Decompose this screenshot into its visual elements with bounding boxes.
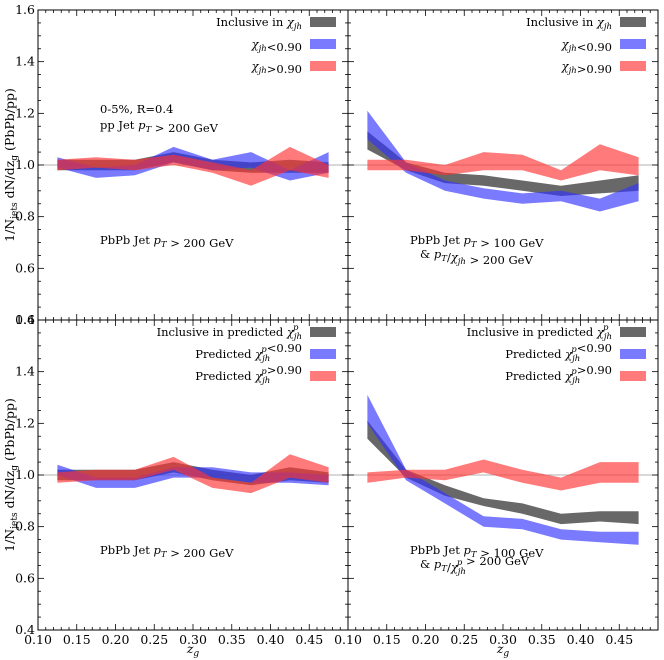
legend-swatch-high <box>620 371 646 381</box>
legend-swatch-inclusive <box>310 17 336 27</box>
legend-label-inclusive: Inclusive in χjh <box>216 15 302 32</box>
ylabel-top: 1/Njets dN/dzg (PbPb/pp) <box>2 88 20 242</box>
x-tick-label: 0.20 <box>102 632 130 647</box>
y-tick-label: 1.6 <box>15 312 35 327</box>
x-tick-label: 0.35 <box>218 632 246 647</box>
x-tick-label: 0.35 <box>528 632 556 647</box>
x-tick-label: 0.45 <box>605 632 633 647</box>
y-tick-label: 1.0 <box>15 467 35 482</box>
x-tick-label: 0.45 <box>295 632 323 647</box>
legend-label-high: Predicted χjhp>0.90 <box>505 363 612 386</box>
y-tick-label: 0.4 <box>15 622 35 637</box>
label-ratio-cut: & pT/χjhp > 200 GeV <box>420 554 530 577</box>
y-tick-label: 0.6 <box>15 260 35 275</box>
band-low <box>367 110 639 212</box>
panel-top-right: Inclusive in χjh χjh<0.90 χjh>0.90 PbPb Jet… <box>347 9 659 321</box>
legend-label-low: Predicted χjhp<0.90 <box>505 341 612 364</box>
legend-label-high: χjh>0.90 <box>251 59 302 76</box>
x-tick-label: 0.25 <box>140 632 168 647</box>
y-tick-label: 0.8 <box>15 519 35 534</box>
legend-swatch-inclusive <box>310 327 336 337</box>
x-tick-label: 0.40 <box>257 632 285 647</box>
x-tick-label: 0.10 <box>24 632 52 647</box>
band-inclusive <box>367 420 639 525</box>
x-tick-label: 0.30 <box>489 632 517 647</box>
label-pbpb-cut: PbPb Jet pT > 200 GeV <box>100 543 234 560</box>
x-tick-label: 0.20 <box>412 632 440 647</box>
y-tick-label: 1.4 <box>15 54 35 69</box>
label-centrality: 0-5%, R=0.4 <box>100 102 173 116</box>
label-pp-cut: pp Jet pT > 200 GeV <box>100 118 219 135</box>
x-tick-label: 0.15 <box>63 632 91 647</box>
label-pbpb-cut: PbPb Jet pT > 200 GeV <box>100 233 234 250</box>
legend-label-high: χjh>0.90 <box>561 59 612 76</box>
y-tick-label: 0.8 <box>15 209 35 224</box>
panel-bottom-left: 0.4 0.6 0.8 1.0 1.2 1.4 1.6 0.10 0.15 0.20 0.25 0.3… <box>15 312 349 647</box>
legend-swatch-high <box>310 371 336 381</box>
legend-swatch-high <box>310 61 336 71</box>
x-tick-label: 0.10 <box>334 632 362 647</box>
band-high <box>57 146 329 186</box>
legend-label-low: χjh<0.90 <box>251 37 302 54</box>
x-tick-label: 0.40 <box>567 632 595 647</box>
band-high <box>367 459 639 491</box>
y-tick-label: 1.6 <box>15 2 35 17</box>
x-tick-label: 0.30 <box>179 632 207 647</box>
y-tick-label: 1.0 <box>15 157 35 172</box>
label-pbpb-cut: PbPb Jet pT > 100 GeV <box>410 233 544 250</box>
y-tick-label: 0.4 <box>15 312 35 327</box>
y-tick-label: 1.2 <box>15 105 35 120</box>
y-tick-label: 1.4 <box>15 364 35 379</box>
legend-swatch-low <box>620 349 646 359</box>
label-pbpb-cut: PbPb Jet pT > 100 GeV <box>410 543 544 560</box>
legend-label-inclusive: Inclusive in predicted χjhp <box>157 323 302 342</box>
legend-swatch-low <box>310 39 336 49</box>
panel-bottom-right: 0.10 0.15 0.20 0.25 0.30 0.35 0.40 0.45 Inclusiv… <box>334 319 659 647</box>
legend-swatch-inclusive <box>620 17 646 27</box>
band-high <box>57 454 329 494</box>
legend-label-high: Predicted χjhp>0.90 <box>195 363 302 386</box>
x-tick-label: 0.15 <box>373 632 401 647</box>
legend-swatch-low <box>620 39 646 49</box>
legend-label-inclusive: Inclusive in χjh <box>526 15 612 32</box>
legend-label-low: Predicted χjhp<0.90 <box>195 341 302 364</box>
legend-swatch-low <box>310 349 336 359</box>
legend-swatch-inclusive <box>620 327 646 337</box>
y-tick-label: 1.2 <box>15 415 35 430</box>
y-tick-label: 0.6 <box>15 570 35 585</box>
legend-swatch-high <box>620 61 646 71</box>
panel-top-left: 0.4 0.6 0.8 1.0 1.2 1.4 1.6 Inclusive in χjh χjh… <box>15 2 349 327</box>
label-ratio-cut: & pT/χjh > 200 GeV <box>420 247 533 267</box>
band-high <box>367 144 639 181</box>
legend-label-low: χjh<0.90 <box>561 37 612 54</box>
legend-label-inclusive: Inclusive in predicted χjhp <box>467 323 612 342</box>
x-tick-label: 0.25 <box>450 632 478 647</box>
